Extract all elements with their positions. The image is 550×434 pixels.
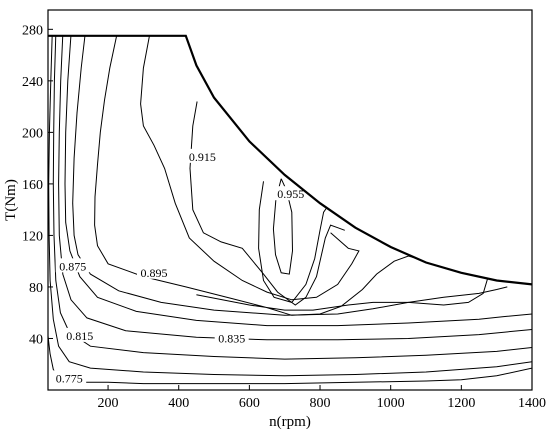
y-tick-label: 40 — [29, 332, 43, 347]
y-tick-label: 80 — [29, 281, 43, 296]
x-axis-label: n(rpm) — [269, 414, 311, 430]
contour-lines — [48, 35, 532, 385]
contour-label-background — [52, 370, 87, 385]
contour-line — [58, 35, 532, 341]
y-tick-label: 200 — [22, 126, 43, 141]
contour-line — [64, 35, 532, 327]
contour-label-background — [214, 330, 249, 345]
contour-labels: 0.775 0.815 0.835 0.875 0.895 0.915 0.955 — [52, 148, 308, 385]
contour-label-background — [185, 148, 220, 163]
y-tick-label: 120 — [22, 229, 43, 244]
contour-label: 0.875 — [59, 259, 86, 273]
contour-label-background — [273, 186, 308, 201]
x-tick-label: 400 — [168, 396, 189, 411]
plot-frame — [47, 9, 533, 391]
x-tick-label: 1400 — [518, 396, 546, 411]
y-axis-label: T(Nm) — [3, 179, 19, 221]
axes: 200 400 600 800 1000 1200 1400 40 80 120 160 200 240… — [22, 9, 546, 411]
y-tick-label: 240 — [22, 75, 43, 90]
contour-line — [272, 178, 294, 275]
x-tick-label: 200 — [98, 396, 119, 411]
contour-label: 0.775 — [56, 371, 83, 385]
y-tick-label: 160 — [22, 178, 43, 193]
contour-label-background — [55, 258, 90, 273]
contour-label: 0.955 — [277, 187, 304, 201]
contour-label: 0.815 — [66, 329, 93, 343]
contour-line — [48, 335, 532, 385]
x-tick-label: 1000 — [377, 396, 405, 411]
contour-line — [94, 35, 489, 316]
contour-label-background — [136, 264, 171, 279]
contour-line — [258, 181, 328, 303]
x-tick-label: 800 — [310, 396, 331, 411]
x-tick-label: 1200 — [447, 396, 475, 411]
x-tick-label: 600 — [239, 396, 260, 411]
contour-label: 0.915 — [189, 150, 216, 164]
contour-label: 0.835 — [218, 331, 245, 345]
contour-line — [72, 35, 508, 316]
y-tick-label: 280 — [22, 23, 43, 38]
contour-line — [48, 35, 532, 377]
contour-line — [189, 101, 345, 306]
contour-label: 0.895 — [140, 266, 167, 280]
contour-line — [140, 35, 360, 301]
contour-label-background — [62, 327, 97, 342]
torque-envelope-curve — [48, 34, 533, 286]
